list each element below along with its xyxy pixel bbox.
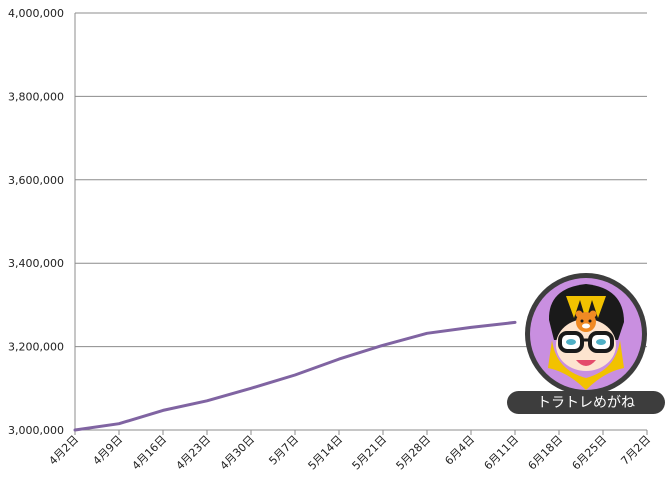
y-tick-label: 3,200,000 [8,341,64,354]
y-tick-label: 3,400,000 [8,257,64,270]
x-tick-label: 5月7日 [266,433,301,468]
series-line [73,320,517,432]
x-tick-label: 6月18日 [526,433,566,473]
x-axis-tick-labels: 4月2日 4月9日 4月16日 4月23日 4月30日 5月7日 5月14日 5月21日 5月2… [46,433,653,473]
x-tick-label: 4月2日 [46,433,81,468]
x-tick-label: 4月30日 [218,433,258,473]
x-tick-label: 6月4日 [442,433,477,468]
x-tick-label: 6月11日 [482,433,522,473]
glasses-character-icon [548,284,624,390]
x-tick-label: 4月9日 [90,433,125,468]
y-tick-label: 3,000,000 [8,424,64,437]
x-tick-label: 4月16日 [130,433,170,473]
avatar-caption-box [507,391,665,414]
series-layer [73,320,517,432]
x-tick-label: 6月25日 [570,433,610,473]
avatar-caption: トラトレめがね [537,395,635,411]
y-tick-label: 3,600,000 [8,174,64,187]
x-tick-label: 5月28日 [394,433,434,473]
y-axis-tick-labels: 3,000,000 3,200,000 3,400,000 3,600,000 3,80… [8,7,64,437]
x-tick-label: 5月21日 [350,433,390,473]
avatar-badge: トラトレめがね [507,273,665,414]
y-tick-label: 3,800,000 [8,90,64,103]
x-tick-label: 5月14日 [306,433,346,473]
y-tick-label: 4,000,000 [8,7,64,20]
gridlines [74,12,648,435]
x-tick-label: 7月2日 [618,433,653,468]
x-tick-label: 4月23日 [174,433,214,473]
